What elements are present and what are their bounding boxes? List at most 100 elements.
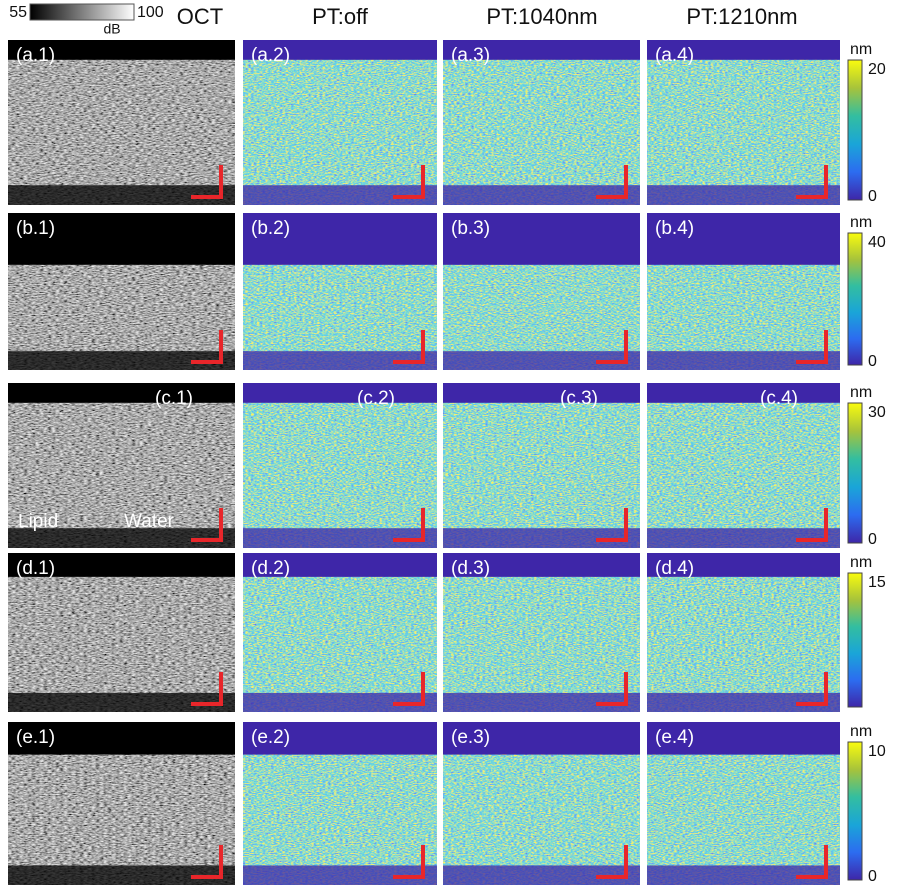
scale-bar [393, 672, 425, 706]
column-header: OCT [177, 4, 223, 29]
background [243, 722, 437, 755]
map-panel [647, 40, 840, 205]
annotation: Lipid [18, 511, 58, 532]
annotation: Water [124, 511, 175, 532]
map-panel [647, 553, 840, 712]
background [243, 185, 437, 205]
column-header: PT:1040nm [486, 4, 597, 29]
panel-label: (b.1) [16, 218, 55, 239]
background [647, 185, 840, 205]
background [8, 528, 235, 548]
scale-bar [596, 845, 628, 879]
background [443, 40, 640, 60]
colorbar-unit: nm [850, 723, 872, 740]
colorbar-unit: nm [850, 41, 872, 58]
colorbar [847, 59, 863, 201]
colorbar-min: 0 [868, 868, 877, 885]
background [243, 40, 437, 60]
background [443, 383, 640, 403]
scale-bar [191, 165, 223, 199]
background [443, 865, 640, 885]
colorbar-max: 10 [868, 743, 886, 760]
map-panel [443, 553, 640, 712]
map-panel [243, 383, 437, 548]
map-panel [243, 40, 437, 205]
colorbar-max: 15 [868, 574, 886, 591]
scale-bar [596, 165, 628, 199]
colorbar-max: 40 [868, 234, 886, 251]
column-header: PT:off [312, 4, 369, 29]
panel-label: (b.4) [655, 218, 694, 239]
colorbar [847, 572, 863, 708]
scale-bar [393, 165, 425, 199]
scale-bar [393, 330, 425, 364]
background [243, 692, 437, 712]
scale-bar [393, 508, 425, 542]
colorbar-unit: nm [850, 384, 872, 401]
colorbar-unit: nm [850, 214, 872, 231]
scale-bar [393, 845, 425, 879]
oct-colorbar-unit: dB [103, 21, 120, 37]
background [443, 553, 640, 577]
scale-bar [596, 330, 628, 364]
scale-bar [191, 672, 223, 706]
map-panel [443, 40, 640, 205]
colorbar-max: 30 [868, 404, 886, 421]
background [443, 722, 640, 755]
scale-bar [596, 672, 628, 706]
background [443, 692, 640, 712]
background [647, 213, 840, 265]
background [647, 528, 840, 548]
panel-label: (b.3) [451, 218, 490, 239]
scale-bar [796, 330, 828, 364]
panel-label: (c.3) [560, 388, 598, 409]
background [243, 528, 437, 548]
colorbar [847, 402, 863, 544]
panel-label: (e.1) [16, 727, 55, 748]
background [243, 213, 437, 265]
panel-label: (b.2) [251, 218, 290, 239]
background [647, 553, 840, 577]
panel-label: (d.4) [655, 558, 694, 579]
oct-panel [8, 383, 235, 548]
panel-label: (c.1) [155, 388, 193, 409]
scale-bar [796, 672, 828, 706]
map-panel [647, 383, 840, 548]
background [8, 865, 235, 885]
background [647, 722, 840, 755]
panel-label: (d.3) [451, 558, 490, 579]
scale-bar [796, 845, 828, 879]
panel-label: (a.2) [251, 45, 290, 66]
scale-bar [596, 508, 628, 542]
background [647, 692, 840, 712]
panel-label: (e.4) [655, 727, 694, 748]
oct-colorbar [29, 3, 135, 21]
scale-bar [796, 165, 828, 199]
colorbar [847, 741, 863, 881]
background [8, 40, 235, 60]
panel-label: (d.2) [251, 558, 290, 579]
background [647, 351, 840, 370]
background [243, 553, 437, 577]
background [443, 185, 640, 205]
oct-panel [8, 40, 235, 205]
panel-label: (a.4) [655, 45, 694, 66]
colorbar [847, 232, 863, 366]
background [8, 383, 235, 403]
map-panel [243, 553, 437, 712]
background [243, 351, 437, 370]
background [8, 553, 235, 577]
background [647, 40, 840, 60]
background [443, 528, 640, 548]
oct-panel [8, 553, 235, 712]
background [8, 692, 235, 712]
background [647, 383, 840, 403]
panel-label: (d.1) [16, 558, 55, 579]
background [647, 865, 840, 885]
column-header: PT:1210nm [686, 4, 797, 29]
background [8, 722, 235, 755]
scale-bar [191, 508, 223, 542]
colorbar-min: 0 [868, 531, 877, 548]
background [443, 213, 640, 265]
